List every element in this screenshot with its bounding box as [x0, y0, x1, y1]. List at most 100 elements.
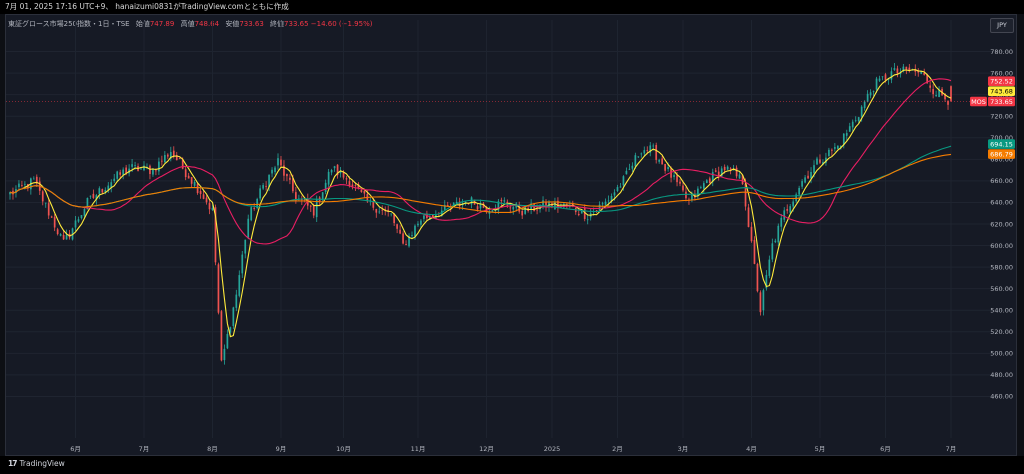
candle-body [452, 202, 455, 207]
candle-body [268, 174, 270, 188]
candle-body [914, 69, 917, 72]
candle-body [312, 206, 315, 216]
price-tag-label: 686.79 [990, 150, 1013, 158]
candle-body [163, 155, 166, 163]
chart-pane[interactable] [5, 14, 1017, 456]
candle-body [71, 228, 74, 240]
candle-body [241, 254, 244, 274]
candle-body [747, 207, 750, 227]
candle-body [768, 259, 771, 276]
candle-body [631, 165, 634, 169]
candle-body [247, 218, 250, 238]
candle-body [280, 159, 282, 166]
candle-body [857, 117, 860, 122]
symbol-title[interactable]: 東証グロース市場250指数・1日・TSE [8, 20, 130, 28]
candle-body [869, 92, 872, 96]
candle-body [86, 197, 89, 210]
candle-body [646, 150, 649, 152]
candle-body [175, 155, 178, 161]
candle-body [420, 220, 422, 225]
candle-body [65, 234, 68, 240]
candle-body [333, 166, 336, 169]
candle-body [503, 200, 506, 202]
candle-body [679, 181, 681, 184]
tradingview-brand[interactable]: 17 TradingView [8, 459, 65, 468]
price-tag-bg [988, 86, 1015, 96]
candle-body [327, 171, 330, 185]
y-tick-label: 700.00 [990, 134, 1013, 142]
currency-button[interactable]: JPY [990, 18, 1014, 33]
candle-body [15, 189, 17, 194]
candle-body [500, 199, 503, 202]
candle-body [551, 203, 553, 208]
candle-body [845, 133, 848, 136]
y-tick-label: 520.00 [990, 328, 1013, 336]
candle-body [771, 243, 774, 260]
candle-body [244, 239, 247, 254]
candle-body [92, 193, 95, 198]
candle-body [676, 175, 678, 183]
candle-body [497, 201, 500, 211]
candle-body [729, 168, 732, 170]
candle-body [717, 171, 720, 178]
candle-body [554, 201, 556, 210]
candle-body [229, 327, 232, 333]
candle-body [828, 149, 830, 157]
candle-body [929, 85, 932, 88]
candle-body [300, 199, 303, 201]
candle-body [101, 189, 104, 193]
candle-body [682, 185, 684, 191]
candle-body [735, 167, 738, 177]
candle-body [32, 178, 35, 180]
candle-body [604, 201, 607, 205]
candle-body [89, 195, 92, 197]
candle-body [417, 223, 419, 226]
candle-body [149, 165, 151, 175]
x-tick-label: 6月 [70, 445, 81, 453]
candle-body [756, 263, 759, 292]
candle-body [181, 159, 184, 169]
candle-body [741, 175, 744, 185]
candle-body [816, 158, 818, 165]
candle-body [283, 165, 285, 176]
price-axis: 460.00 480.00 500.00 520.00 540.00 560.00 580.… [990, 48, 1013, 401]
candle-body [744, 183, 747, 207]
candle-body [780, 217, 783, 227]
candle-body [673, 175, 675, 177]
candle-body [783, 210, 786, 220]
grid-lines [6, 20, 1008, 438]
candle-body [41, 191, 44, 202]
candle-body [890, 71, 893, 80]
candle-body [44, 202, 47, 204]
price-tag-bg [988, 96, 1015, 107]
candle-body [98, 188, 101, 194]
price-tag-label: 743.68 [990, 87, 1013, 95]
candle-body [926, 74, 929, 84]
ma-5-line [9, 69, 952, 338]
candle-body [607, 200, 610, 202]
candle-body [360, 189, 363, 193]
candle-body [905, 66, 908, 70]
candle-body [80, 215, 83, 219]
y-tick-label: 600.00 [990, 242, 1013, 250]
candle-body [613, 192, 616, 196]
candle-body [765, 274, 768, 289]
candle-body [750, 226, 753, 242]
candle-body [863, 101, 866, 109]
candle-body [854, 120, 857, 122]
candle-body [807, 175, 809, 179]
candle-body [262, 185, 264, 189]
y-tick-label: 680.00 [990, 156, 1013, 164]
x-tick-label: 9月 [276, 445, 287, 453]
candle-body [536, 209, 538, 211]
candle-body [685, 191, 687, 199]
candle-body [884, 74, 887, 81]
candle-body [601, 203, 604, 205]
candle-body [700, 187, 702, 188]
ohlc-legend: 東証グロース市場250指数・1日・TSE 始値747.89 高値748.64 安… [8, 19, 372, 29]
candle-body [208, 203, 211, 210]
candle-body [825, 157, 827, 163]
y-tick-label: 480.00 [990, 371, 1013, 379]
ma-25-line [9, 78, 952, 245]
